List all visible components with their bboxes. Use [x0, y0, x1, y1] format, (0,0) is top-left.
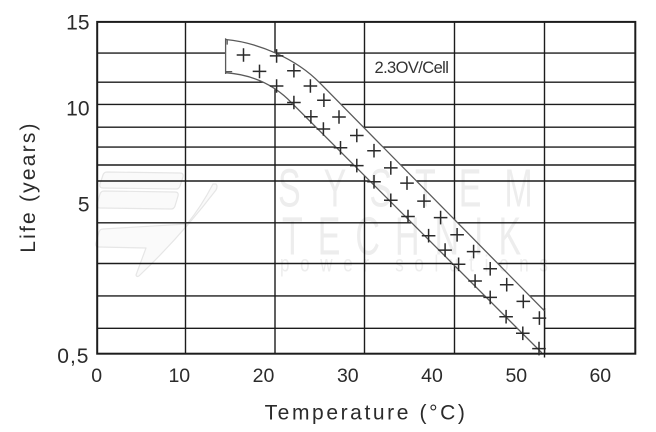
svg-text:0: 0: [91, 365, 102, 387]
svg-text:power solutions: power solutions: [280, 252, 559, 277]
svg-text:Temperature (°C): Temperature (°C): [265, 402, 468, 425]
svg-text:15: 15: [66, 11, 89, 34]
svg-text:10: 10: [168, 365, 190, 387]
svg-text:40: 40: [421, 365, 443, 387]
svg-text:50: 50: [505, 365, 527, 387]
svg-text:TECHNIK: TECHNIK: [282, 206, 536, 267]
svg-text:2.3OV/Cell: 2.3OV/Cell: [375, 59, 449, 77]
svg-text:5: 5: [78, 194, 90, 217]
svg-text:30: 30: [337, 365, 359, 387]
svg-text:SYSTEM: SYSTEM: [278, 157, 556, 218]
svg-text:0,5: 0,5: [57, 345, 89, 368]
svg-text:Life (years): Life (years): [17, 121, 40, 252]
svg-text:20: 20: [253, 365, 275, 387]
svg-text:60: 60: [589, 365, 611, 387]
svg-text:10: 10: [66, 97, 89, 120]
